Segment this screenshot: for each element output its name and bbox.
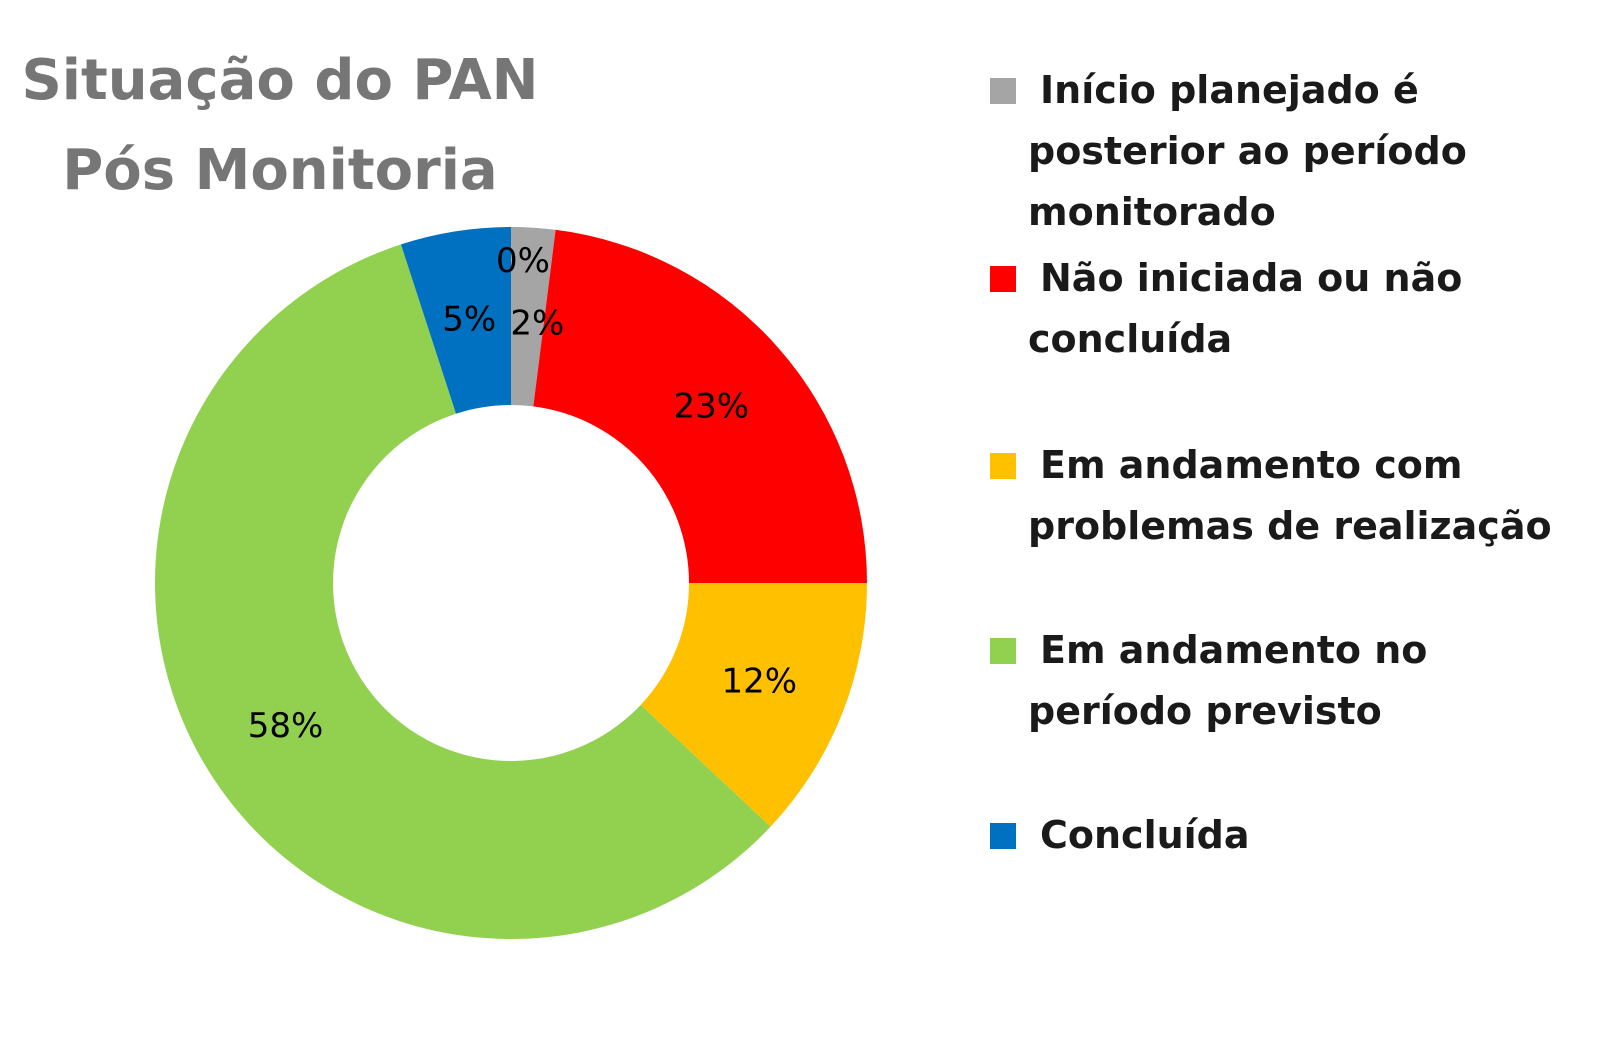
legend-label-5-line-1: Concluída bbox=[1040, 813, 1250, 857]
legend-label-3-line-1: Em andamento com bbox=[1040, 443, 1463, 487]
data-label-1: 2% bbox=[510, 304, 564, 344]
slice-1 bbox=[511, 227, 556, 407]
legend-item-4: Em andamento no período previsto bbox=[990, 620, 1590, 742]
legend-swatch-4 bbox=[990, 638, 1016, 664]
legend-label-4-line-1: Em andamento no bbox=[1040, 628, 1428, 672]
slice-2 bbox=[533, 229, 867, 583]
legend-swatch-3 bbox=[990, 453, 1016, 479]
legend-swatch-2 bbox=[990, 266, 1016, 292]
legend-label-3: Em andamento com problemas de realização bbox=[990, 435, 1590, 557]
chart-title-line-2: Pós Monitoria bbox=[62, 138, 498, 203]
legend-label-1-line-2: posterior ao período bbox=[1028, 129, 1467, 173]
legend-label-4-line-2: período previsto bbox=[1028, 689, 1382, 733]
legend-label-2: Não iniciada ou não concluída bbox=[990, 248, 1590, 370]
data-label-4: 58% bbox=[248, 706, 324, 746]
legend-label-2-line-1: Não iniciada ou não bbox=[1040, 256, 1463, 300]
slice-3 bbox=[640, 583, 867, 827]
data-label-zero: 0% bbox=[496, 241, 550, 281]
legend-label-5: Concluída bbox=[990, 805, 1590, 866]
legend-item-1: Início planejado é posterior ao período mo… bbox=[990, 60, 1590, 243]
legend-label-3-line-2: problemas de realização bbox=[1028, 504, 1552, 548]
legend-label-1-line-1: Início planejado é bbox=[1040, 68, 1419, 112]
data-label-2: 23% bbox=[673, 386, 749, 426]
chart-title-line-1: Situação do PAN bbox=[21, 48, 539, 113]
legend-label-4: Em andamento no período previsto bbox=[990, 620, 1590, 742]
slice-5 bbox=[400, 227, 511, 414]
legend-item-2: Não iniciada ou não concluída bbox=[990, 248, 1590, 370]
legend-item-3: Em andamento com problemas de realização bbox=[990, 435, 1590, 557]
legend-label-1: Início planejado é posterior ao período mo… bbox=[990, 60, 1590, 243]
legend-label-1-line-3: monitorado bbox=[1028, 190, 1276, 234]
legend-swatch-1 bbox=[990, 78, 1016, 104]
legend-swatch-5 bbox=[990, 823, 1016, 849]
data-label-3: 12% bbox=[721, 661, 797, 701]
data-label-5: 5% bbox=[442, 299, 496, 339]
chart-title: Situação do PAN Pós Monitoria bbox=[20, 36, 540, 216]
legend-item-5: Concluída bbox=[990, 805, 1590, 866]
legend-label-2-line-2: concluída bbox=[1028, 317, 1233, 361]
slice-4 bbox=[155, 244, 771, 939]
